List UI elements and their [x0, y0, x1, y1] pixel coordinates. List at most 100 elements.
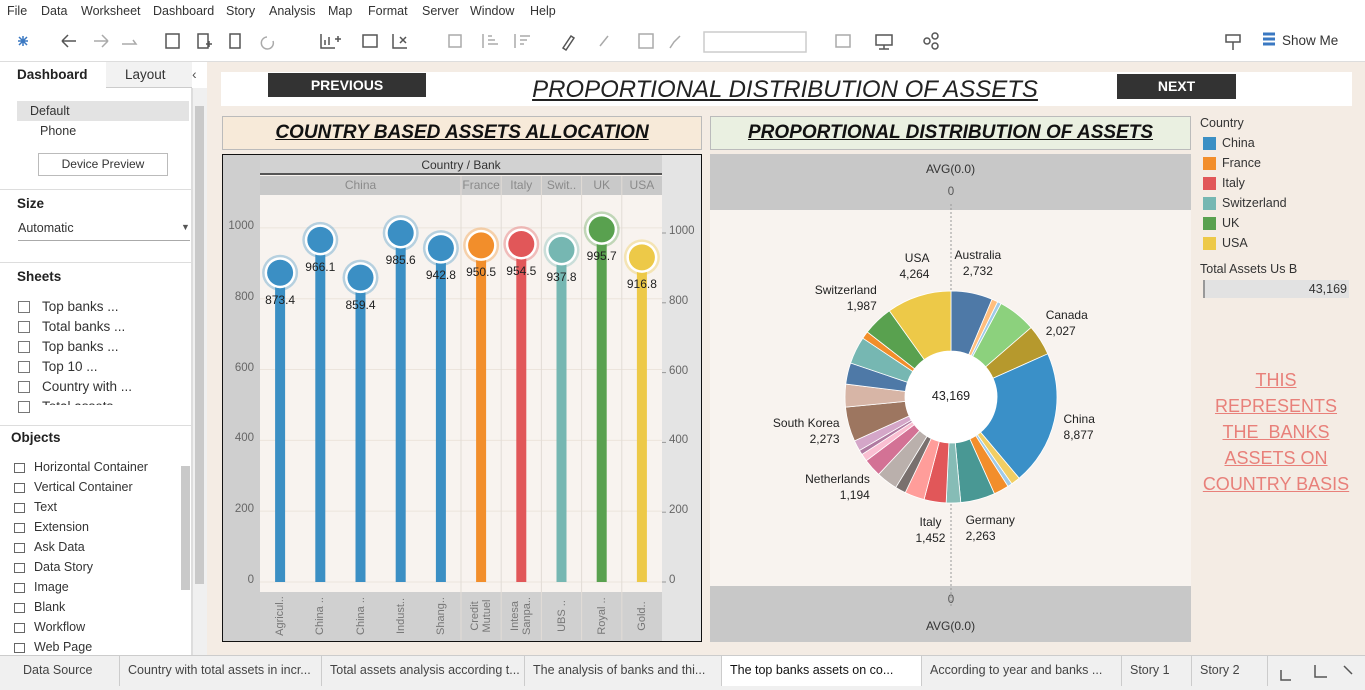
slice-label: China — [1063, 411, 1095, 426]
menu-item[interactable]: Story — [226, 4, 256, 18]
legend-label[interactable]: USA — [1222, 236, 1248, 250]
value-label: 985.6 — [385, 252, 416, 267]
sheet-item[interactable]: Top banks ... — [42, 339, 119, 354]
y2-tick-label: 400 — [669, 434, 689, 447]
device-option[interactable]: Default — [30, 104, 70, 118]
x-tick-label: 0 — [947, 186, 955, 198]
sheet-item[interactable]: Country with ... — [42, 379, 133, 394]
right-axis-pane — [662, 155, 701, 641]
sheet-tab[interactable]: Total assets analysis according t... — [322, 656, 525, 686]
lollipop-stem — [636, 257, 647, 582]
slice-label: Australia — [954, 247, 1002, 262]
object-item[interactable]: Image — [34, 580, 69, 594]
lollipop-head — [468, 232, 495, 259]
sheet-item[interactable]: Total banks ... — [42, 319, 126, 334]
sheet-tab[interactable]: Story 1 — [1122, 656, 1192, 686]
object-item[interactable]: Text — [34, 500, 57, 514]
y2-tick-label: 0 — [669, 574, 676, 586]
legend-label[interactable]: Italy — [1222, 176, 1245, 190]
note-line: THIS — [1255, 370, 1297, 390]
sheet-tab[interactable]: Story 2 — [1192, 656, 1268, 686]
menu-item[interactable]: File — [7, 4, 28, 18]
value-label: 937.8 — [546, 269, 577, 284]
panel-tab[interactable]: Dashboard — [17, 67, 88, 82]
y-tick-label: 1000 — [228, 219, 254, 232]
menu-item[interactable]: Map — [328, 4, 353, 18]
menu-item[interactable]: Analysis — [269, 4, 316, 18]
note-line: REPRESENTS — [1214, 396, 1338, 416]
legend-label[interactable]: France — [1222, 156, 1261, 170]
sheet-item[interactable]: Total assets — [42, 399, 113, 405]
sheet-tab[interactable]: Country with total assets in incr... — [120, 656, 322, 686]
slice-value: 8,877 — [1063, 427, 1094, 442]
menu-item[interactable]: Data — [41, 4, 68, 18]
sheet-tab[interactable]: Data Source — [5, 656, 120, 686]
slice-label: South Korea — [772, 416, 840, 431]
group-label: USA — [629, 178, 655, 192]
menu-item[interactable]: Worksheet — [81, 4, 141, 18]
object-item[interactable]: Vertical Container — [34, 480, 133, 494]
category-label: Indust.. — [394, 597, 407, 635]
legend-label[interactable]: China — [1222, 136, 1255, 150]
lollipop-head — [548, 236, 575, 263]
lollipop-head — [387, 219, 414, 246]
next-button[interactable]: NEXT — [1117, 74, 1236, 99]
panel-tab[interactable]: Layout — [125, 67, 166, 82]
y2-tick-label: 200 — [669, 504, 689, 517]
left-panel — [0, 62, 192, 655]
menu-item[interactable]: Format — [368, 4, 408, 18]
menu-item[interactable]: Server — [422, 4, 459, 18]
legend-label[interactable]: UK — [1222, 216, 1240, 230]
value-label: 966.1 — [305, 259, 336, 274]
object-icon — [14, 543, 25, 553]
object-item[interactable]: Blank — [34, 600, 66, 614]
object-item[interactable]: Workflow — [34, 620, 86, 634]
previous-button[interactable]: PREVIOUS — [268, 73, 426, 97]
object-item[interactable]: Web Page — [34, 640, 93, 654]
menu-item[interactable]: Help — [530, 4, 556, 18]
sheet-icon — [18, 401, 30, 413]
legend-title: Country — [1200, 116, 1244, 130]
value-label: 950.5 — [466, 265, 497, 280]
lollipop-stem — [476, 245, 487, 582]
category-label: China .. — [314, 597, 327, 635]
legend-swatch — [1203, 177, 1216, 190]
legend-swatch — [1203, 237, 1216, 250]
separator — [0, 262, 191, 263]
y-tick-label: 0 — [247, 574, 254, 586]
size-dropdown[interactable]: Automatic — [18, 221, 190, 241]
donut-hole — [905, 351, 997, 443]
legend-label[interactable]: Switzerland — [1222, 196, 1287, 210]
device-preview-button[interactable]: Device Preview — [38, 153, 168, 176]
show-me-button[interactable]: Show Me — [1282, 33, 1339, 48]
sheet-item[interactable]: Top 10 ... — [42, 359, 98, 374]
device-option[interactable]: Phone — [40, 124, 77, 138]
object-item[interactable]: Ask Data — [34, 540, 85, 554]
toolbar — [0, 22, 1365, 62]
dropdown-arrow: ▼ — [181, 222, 190, 232]
sheet-tab[interactable]: According to year and banks ... — [922, 656, 1122, 686]
sheet-tab[interactable]: The analysis of banks and thi... — [525, 656, 722, 686]
object-icon — [14, 643, 25, 653]
collapse-arrow[interactable]: ‹ — [192, 66, 197, 82]
slice-label: USA — [904, 251, 930, 266]
value-label: 942.8 — [425, 268, 456, 283]
left-axis-pane — [223, 155, 260, 641]
object-item[interactable]: Extension — [34, 520, 89, 534]
tab-bar — [0, 655, 1365, 690]
chart-title-box: PROPORTIONAL DISTRIBUTION OF ASSETS — [710, 116, 1191, 150]
sheet-icon — [18, 321, 30, 333]
lollipop-stem — [355, 277, 366, 582]
object-item[interactable]: Horizontal Container — [34, 460, 148, 474]
legend-swatch — [1203, 137, 1216, 150]
category-label: UBS .. — [555, 600, 568, 632]
slice-value: 1,987 — [846, 298, 877, 313]
sheet-item[interactable]: Top banks ... — [42, 299, 119, 314]
menu-item[interactable]: Dashboard — [153, 4, 215, 18]
object-icon — [14, 563, 25, 573]
sheet-tab[interactable]: The top banks assets on co... — [722, 656, 922, 686]
menu-item[interactable]: Window — [470, 4, 515, 18]
object-item[interactable]: Data Story — [34, 560, 94, 574]
